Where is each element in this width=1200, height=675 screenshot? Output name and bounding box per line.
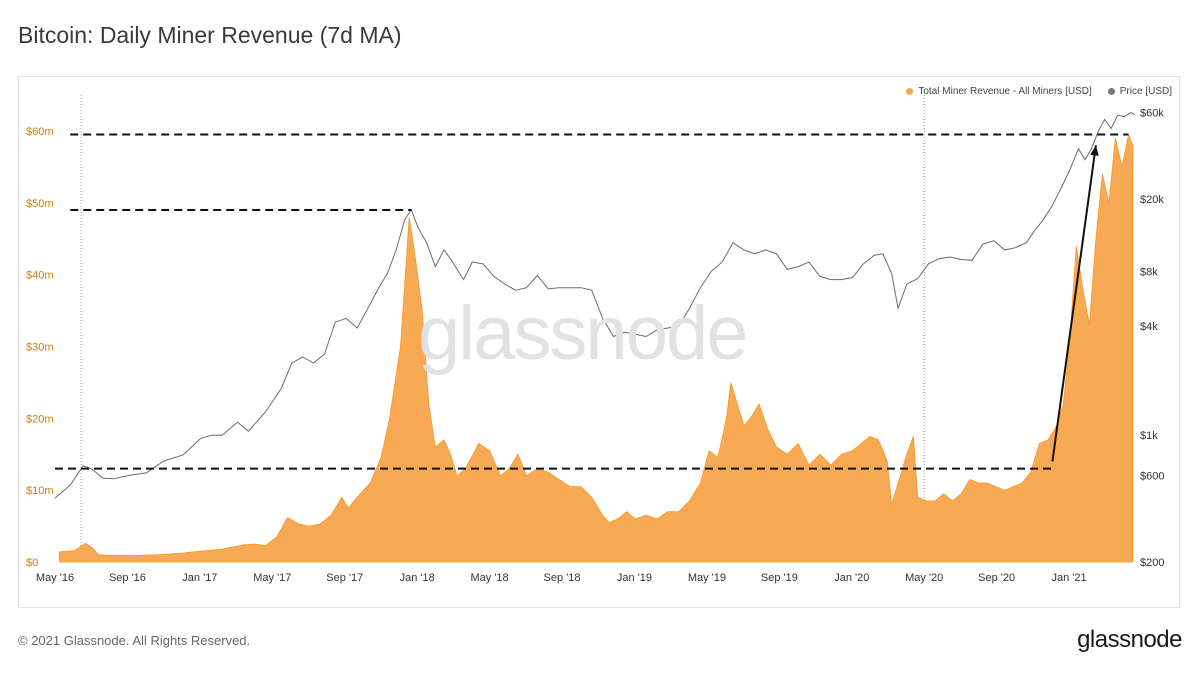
y-right-tick-label: $8k [1140,266,1158,278]
y-right-tick-label: $200 [1140,557,1164,569]
y-left-tick-label: $0 [26,557,38,569]
y-right-tick-label: $600 [1140,470,1164,482]
annotation-arrow-line-0 [1051,145,1097,462]
legend-price-label: Price [USD] [1119,86,1172,97]
y-left-tick-label: $60m [26,126,54,138]
legend-revenue-label: Total Miner Revenue - All Miners [USD] [918,86,1092,97]
x-tick-label: Sep '18 [544,572,581,584]
x-tick-label: Sep '16 [109,572,146,584]
x-tick-label: Sep '19 [761,572,798,584]
copyright-text: © 2021 Glassnode. All Rights Reserved. [18,633,251,648]
y-left-tick-label: $20m [26,413,54,425]
legend: Total Miner Revenue - All Miners [USD] P… [906,86,1172,97]
y-right-tick-label: $4k [1140,321,1158,333]
legend-revenue-dot [906,88,914,95]
y-right-tick-label: $1k [1140,430,1158,442]
x-tick-label: Jan '20 [834,572,869,584]
y-left-tick-label: $30m [26,341,54,353]
brand-logo: glassnode [1077,626,1182,653]
x-tick-label: Sep '17 [326,572,363,584]
x-tick-label: May '19 [688,572,726,584]
x-tick-label: Jan '21 [1052,572,1087,584]
x-tick-label: May '16 [36,572,74,584]
y-left-tick-label: $50m [26,198,54,210]
x-tick-label: May '18 [471,572,509,584]
y-right-tick-label: $60k [1140,108,1164,120]
x-tick-label: Jan '17 [182,572,217,584]
x-tick-label: Sep '20 [978,572,1015,584]
y-left-tick-label: $40m [26,270,54,282]
series-price-line [54,112,1136,499]
y-right-tick-label: $20k [1140,194,1164,206]
x-tick-label: Jan '18 [400,572,435,584]
annotation-arrow-head-0 [1090,145,1099,156]
x-tick-label: Jan '19 [617,572,652,584]
x-tick-label: May '17 [253,572,291,584]
legend-item-revenue[interactable]: Total Miner Revenue - All Miners [USD] [906,86,1092,97]
chart-title: Bitcoin: Daily Miner Revenue (7d MA) [18,22,402,48]
legend-item-price[interactable]: Price [USD] [1107,86,1172,97]
x-tick-label: May '20 [905,572,943,584]
series-revenue-area [58,133,1134,563]
legend-price-dot [1107,88,1115,95]
y-left-tick-label: $10m [26,485,54,497]
